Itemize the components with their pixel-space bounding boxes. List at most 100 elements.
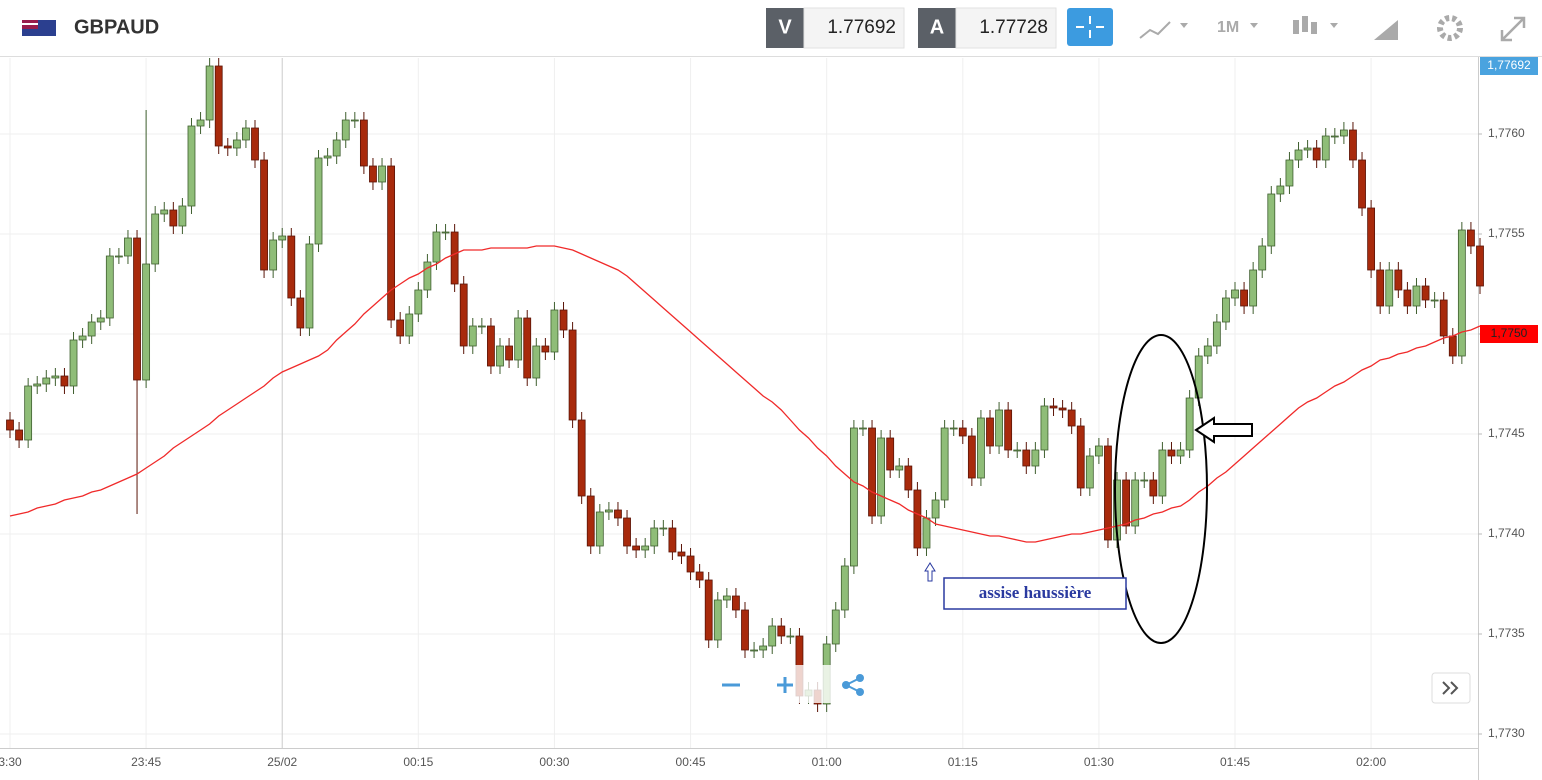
candle-body: [514, 317, 523, 361]
candle-body: [196, 119, 205, 127]
fullscreen-button[interactable]: [1500, 16, 1526, 42]
candle-body: [550, 309, 559, 353]
candle-body: [468, 325, 477, 347]
candle-body: [1176, 449, 1185, 457]
candle-body: [477, 325, 486, 328]
candle-body: [51, 375, 60, 379]
candle-body: [314, 157, 323, 245]
candle-body: [523, 317, 532, 379]
candle-body: [1022, 449, 1031, 467]
sell-price: 1.77692: [827, 17, 896, 38]
candle-body: [1412, 285, 1421, 307]
candle-body: [151, 213, 160, 265]
candle-body: [877, 437, 886, 517]
candle-body: [414, 289, 423, 315]
candle-body: [768, 625, 777, 647]
timeframe[interactable]: 1M: [1217, 19, 1239, 36]
candle-body: [1303, 147, 1312, 151]
candle-body: [886, 437, 895, 471]
candle-body: [1421, 285, 1430, 301]
x-tick-label: 3:30: [0, 755, 22, 769]
candle-body: [995, 409, 1003, 447]
scroll-right[interactable]: [1431, 672, 1471, 704]
candle-body: [369, 165, 377, 183]
candle-body: [1358, 159, 1366, 209]
x-tick-label: 01:00: [812, 755, 842, 769]
moving-average: [9, 245, 1481, 543]
candle-body: [1167, 449, 1176, 457]
candle-body: [1312, 147, 1321, 161]
candle-body: [160, 209, 169, 215]
candle-body: [840, 565, 849, 611]
candle-body: [1394, 269, 1403, 291]
candle-body: [496, 345, 504, 367]
candle-body: [1004, 409, 1013, 451]
candle-body: [704, 579, 713, 641]
chart-type-button[interactable]: [1139, 21, 1188, 39]
candle-body: [1294, 149, 1303, 161]
candle-body: [1339, 129, 1348, 137]
drawing-button[interactable]: [1374, 20, 1398, 40]
candle-body: [487, 325, 495, 367]
sell-button[interactable]: [766, 8, 804, 48]
x-tick-label: 02:00: [1356, 755, 1386, 769]
candle-body: [559, 309, 568, 331]
candle-body: [532, 345, 541, 379]
candle-body: [87, 321, 96, 337]
candle-body: [750, 649, 758, 652]
settings-button[interactable]: [1437, 15, 1463, 41]
candle-body: [142, 263, 151, 381]
candles-button[interactable]: [1293, 16, 1338, 34]
plot-area: 1,7730 1,7735 1,7740 1,7745 1,7750 1,7755 1,77…: [0, 58, 1525, 769]
candle-body: [450, 231, 459, 285]
price-tag-label: 1,7750: [1491, 326, 1528, 340]
candle-body: [69, 339, 78, 387]
candle-body: [169, 209, 178, 227]
candle-body: [604, 509, 613, 513]
candle-body: [1258, 245, 1267, 271]
candle-body: [722, 595, 731, 601]
candle-body: [6, 419, 14, 431]
candle-body: [15, 429, 23, 441]
sell-label: V: [778, 16, 792, 38]
candle-body: [568, 329, 577, 421]
candle-body: [1149, 479, 1158, 497]
candle-body: [586, 495, 595, 547]
candle-body: [1040, 405, 1049, 451]
candle-body: [251, 127, 259, 161]
candle-body: [305, 243, 314, 329]
y-tick-label: 1,7755: [1488, 226, 1525, 240]
candle-body: [595, 511, 604, 547]
candle-body: [859, 427, 867, 430]
x-tick-label: 00:30: [539, 755, 569, 769]
candle-body: [1049, 405, 1058, 409]
candle-body: [1385, 269, 1394, 307]
candle-body: [614, 509, 622, 519]
candle-body: [287, 235, 296, 299]
candle-body: [1231, 289, 1239, 299]
candle-body: [105, 255, 114, 319]
sell-price-box[interactable]: [803, 7, 905, 49]
candle-body: [650, 527, 659, 547]
annotation-text: assise haussière: [979, 583, 1092, 602]
candle-body: [205, 65, 214, 121]
buy-price-box[interactable]: [955, 7, 1057, 49]
x-tick-label: 00:45: [676, 755, 706, 769]
candle-body: [1367, 207, 1376, 271]
candle-body: [133, 237, 141, 381]
candle-body: [1222, 297, 1230, 323]
candle-body: [396, 319, 405, 337]
x-tick-label: 00:15: [403, 755, 433, 769]
candle-body: [831, 609, 840, 645]
buy-button[interactable]: [918, 8, 956, 48]
candle-body: [296, 297, 305, 329]
crosshair-button[interactable]: [1067, 8, 1113, 46]
y-tick-label: 1,7745: [1488, 426, 1525, 440]
candle-body: [278, 235, 287, 241]
candle-body: [777, 625, 786, 637]
candle-body: [78, 335, 87, 341]
zoom-in[interactable]: [777, 677, 793, 693]
share[interactable]: [842, 674, 864, 696]
candle-body: [922, 517, 931, 549]
